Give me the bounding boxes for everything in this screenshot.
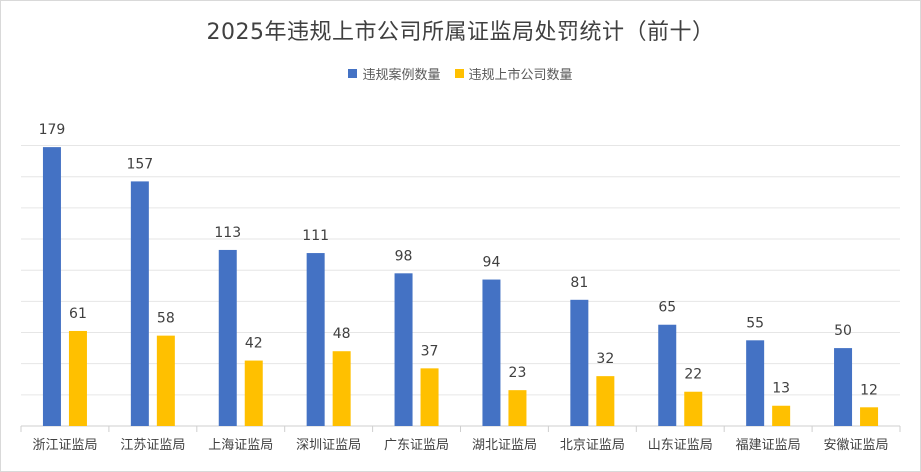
data-label-companies: 58 <box>157 311 175 327</box>
bar-companies <box>596 376 615 426</box>
legend-item-cases: 违规案例数量 <box>348 64 441 83</box>
chart-title: 2025年违规上市公司所属证监局处罚统计（前十） <box>206 20 715 45</box>
data-label-cases: 50 <box>834 323 852 339</box>
legend-label-companies: 违规上市公司数量 <box>468 68 573 83</box>
bar-companies <box>68 330 87 426</box>
bar-cases <box>482 279 501 426</box>
data-label-cases: 55 <box>746 315 764 331</box>
bar-companies <box>772 405 791 426</box>
bar-cases <box>746 340 765 426</box>
x-tick-label: 福建证监局 <box>736 438 801 453</box>
bar-cases <box>834 348 853 426</box>
chart-legend: 违规案例数量 违规上市公司数量 <box>0 64 921 83</box>
data-label-cases: 111 <box>302 228 329 244</box>
data-label-cases: 113 <box>214 225 241 241</box>
bar-cases <box>394 273 413 426</box>
bar-cases <box>130 181 149 426</box>
bar-companies <box>332 351 351 426</box>
legend-swatch-companies <box>454 69 464 78</box>
data-label-cases: 65 <box>658 300 676 316</box>
data-label-companies: 61 <box>69 306 87 322</box>
bar-companies <box>684 391 703 426</box>
bar-companies <box>156 335 175 426</box>
bar-companies <box>420 368 439 426</box>
legend-label-cases: 违规案例数量 <box>362 68 441 83</box>
data-label-companies: 13 <box>772 381 790 397</box>
bar-cases <box>658 324 677 426</box>
x-tick-label: 安徽证监局 <box>824 438 889 453</box>
data-label-companies: 32 <box>596 351 614 367</box>
x-tick-label: 山东证监局 <box>648 438 713 453</box>
x-tick-label: 江苏证监局 <box>120 437 185 453</box>
data-label-cases: 81 <box>570 275 588 291</box>
data-label-companies: 37 <box>421 343 439 359</box>
data-label-companies: 42 <box>245 336 263 352</box>
data-label-cases: 157 <box>126 156 153 172</box>
bar-companies <box>508 390 527 426</box>
data-label-cases: 98 <box>395 248 413 264</box>
x-tick-label: 北京证监局 <box>560 438 625 453</box>
legend-item-companies: 违规上市公司数量 <box>454 64 573 83</box>
x-tick-label: 浙江证监局 <box>32 438 97 453</box>
data-label-companies: 23 <box>509 365 527 381</box>
bar-cases <box>42 147 61 427</box>
bar-companies <box>244 360 263 426</box>
x-tick-label: 湖北证监局 <box>472 438 537 453</box>
bar-cases <box>218 249 237 426</box>
data-label-companies: 48 <box>333 326 351 342</box>
x-tick-label: 广东证监局 <box>384 438 449 453</box>
x-tick-label: 上海证监局 <box>208 438 273 453</box>
legend-swatch-cases <box>348 69 358 78</box>
data-label-companies: 12 <box>860 382 878 398</box>
data-label-cases: 179 <box>39 122 66 138</box>
bar-cases <box>306 253 325 426</box>
data-label-cases: 94 <box>483 255 501 271</box>
bar-cases <box>570 299 589 426</box>
data-label-companies: 22 <box>684 367 702 383</box>
x-tick-label: 深圳证监局 <box>296 438 361 453</box>
bar-companies <box>860 407 879 426</box>
